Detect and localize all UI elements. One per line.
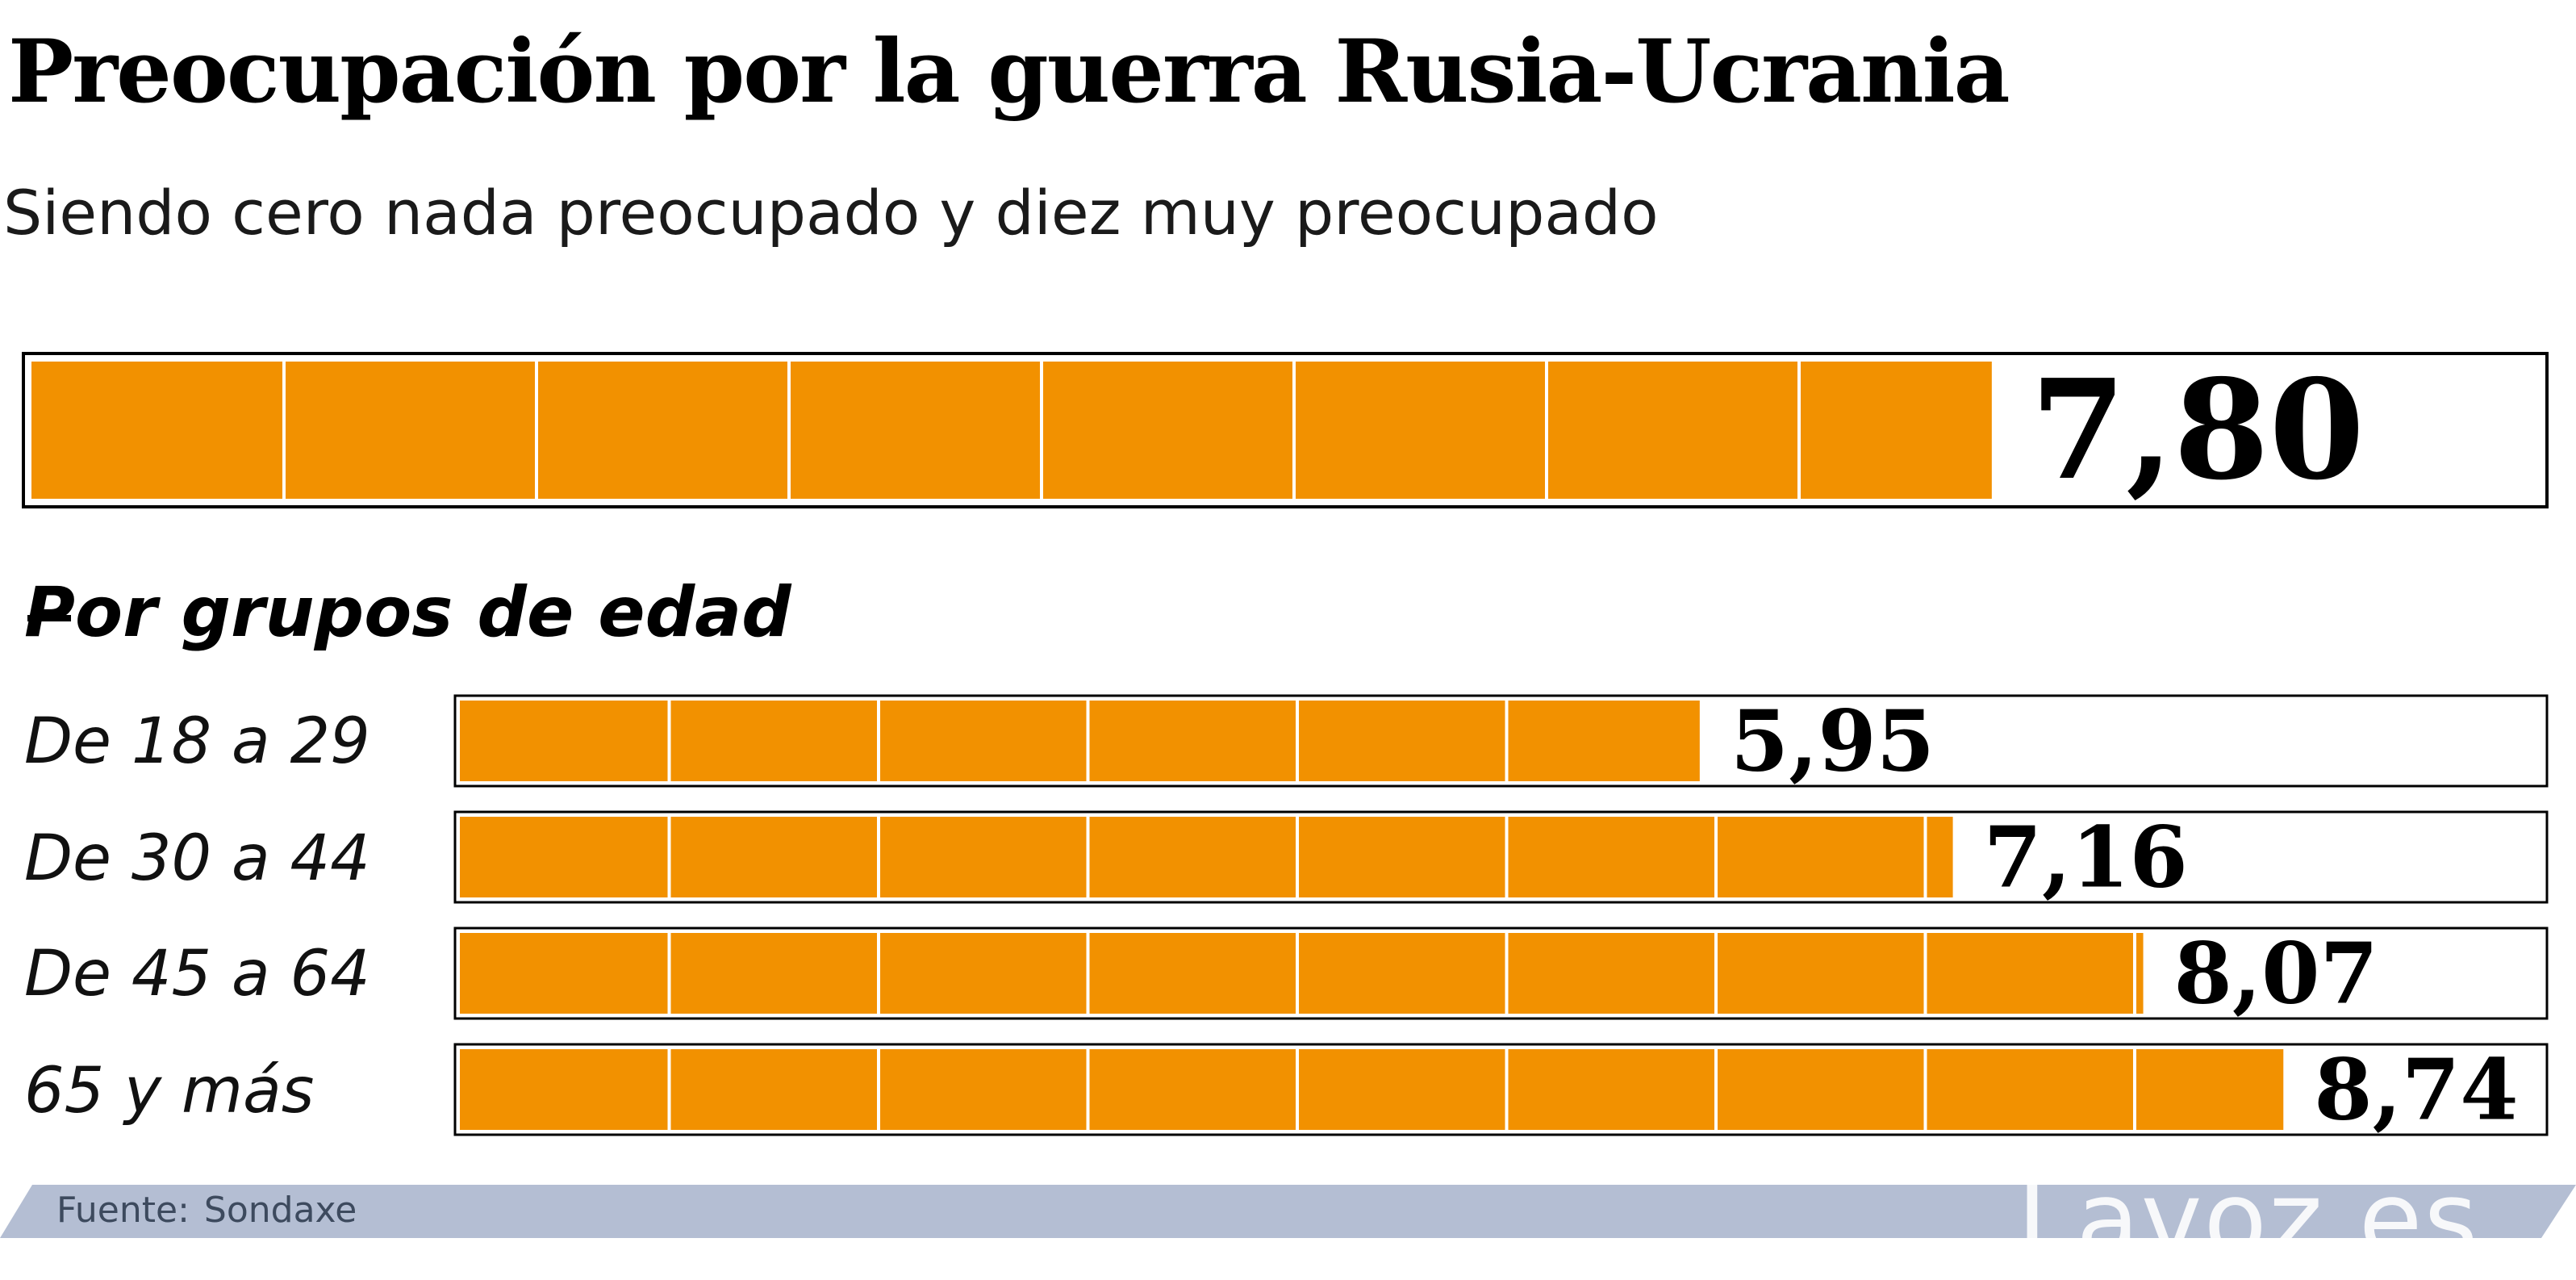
age-bar-2-value-label: 8,07	[2174, 924, 2378, 1023]
row-label-65-plus: 65 y más	[24, 1055, 315, 1127]
chart-title: Preocupación por la guerra Rusia-Ucrania	[8, 21, 2010, 123]
chart-subtitle: Siendo cero nada preocupado y diez muy p…	[3, 177, 1659, 249]
age-bar-3-fill	[460, 1049, 2284, 1130]
age-bar-2-fill	[460, 933, 2144, 1014]
age-bar-3-value-label: 8,74	[2314, 1040, 2518, 1140]
section-title-strike-mark	[27, 615, 71, 621]
footer-band	[0, 1185, 2576, 1238]
age-bar-0-value-label: 5,95	[1731, 692, 1935, 791]
age-bar-1-fill	[460, 817, 1953, 897]
age-bar-1-value-label: 7,16	[1984, 808, 2188, 907]
row-label-18-29: De 18 a 29	[24, 705, 370, 778]
source-value: Sondaxe	[203, 1190, 357, 1231]
footer-band-shape	[0, 1185, 2576, 1238]
row-label-30-44: De 30 a 44	[24, 822, 370, 895]
overall-bar-fill	[31, 362, 1992, 499]
row-label-45-64: De 45 a 64	[24, 938, 370, 1010]
overall-bar-value-label: 7,80	[2031, 349, 2365, 511]
source-note: Fuente: Sondaxe	[56, 1190, 371, 1231]
age-bar-0-fill	[460, 701, 1700, 781]
source-label: Fuente:	[56, 1190, 190, 1231]
brand-watermark: Lavoz.es	[2017, 1160, 2480, 1280]
section-title: Por grupos de edad	[24, 572, 791, 653]
